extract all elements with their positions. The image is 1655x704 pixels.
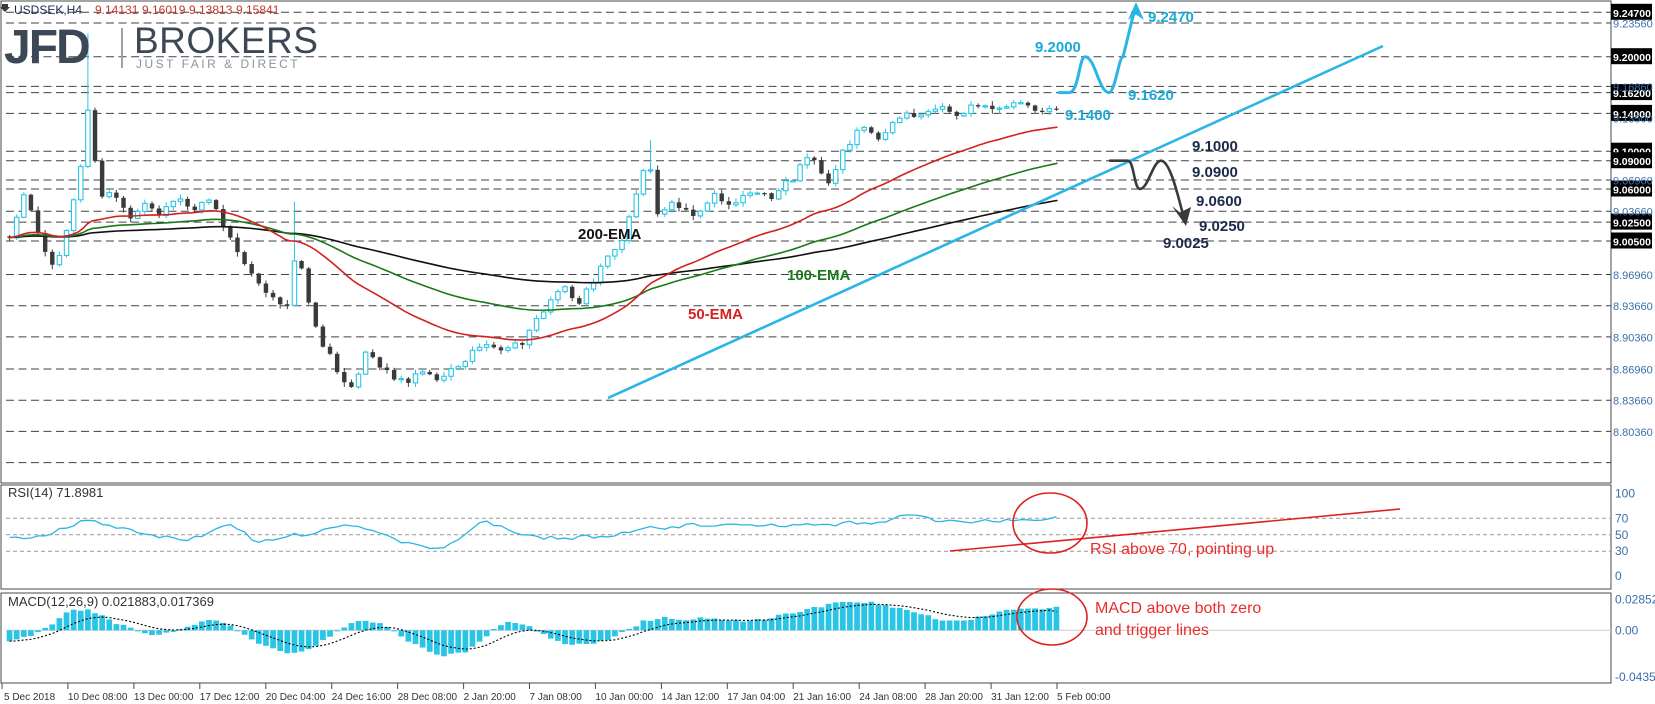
svg-text:0: 0 xyxy=(1615,569,1622,583)
svg-text:28 Jan 20:00: 28 Jan 20:00 xyxy=(925,692,983,703)
svg-text:8.86960: 8.86960 xyxy=(1613,365,1653,377)
svg-text:0.00: 0.00 xyxy=(1615,623,1639,637)
svg-text:21 Jan 16:00: 21 Jan 16:00 xyxy=(793,692,851,703)
svg-text:100: 100 xyxy=(1615,487,1635,501)
svg-text:8.83660: 8.83660 xyxy=(1613,396,1653,408)
svg-text:9.1620: 9.1620 xyxy=(1128,87,1174,104)
svg-text:9.0600: 9.0600 xyxy=(1196,193,1242,210)
svg-text:5 Feb 00:00: 5 Feb 00:00 xyxy=(1057,692,1111,703)
svg-text:100-EMA: 100-EMA xyxy=(787,267,851,284)
svg-text:9.06960: 9.06960 xyxy=(1613,176,1653,188)
svg-text:9.1400: 9.1400 xyxy=(1065,107,1111,124)
svg-text:RSI above 70, pointing up: RSI above 70, pointing up xyxy=(1090,541,1274,558)
svg-text:9.13813: 9.13813 xyxy=(189,3,233,17)
svg-text:7 Jan 08:00: 7 Jan 08:00 xyxy=(530,692,583,703)
svg-text:9.03660: 9.03660 xyxy=(1613,207,1653,219)
svg-text:JFD: JFD xyxy=(4,21,89,74)
svg-text:0.028523: 0.028523 xyxy=(1615,593,1655,607)
svg-text:50: 50 xyxy=(1615,528,1629,542)
svg-text:10 Jan 00:00: 10 Jan 00:00 xyxy=(595,692,653,703)
svg-text:24 Dec 16:00: 24 Dec 16:00 xyxy=(332,692,392,703)
svg-text:5 Dec 2018: 5 Dec 2018 xyxy=(4,692,56,703)
svg-text:31 Jan 12:00: 31 Jan 12:00 xyxy=(991,692,1049,703)
svg-text:13 Dec 00:00: 13 Dec 00:00 xyxy=(134,692,194,703)
svg-text:JUST FAIR & DIRECT: JUST FAIR & DIRECT xyxy=(136,57,300,71)
svg-text:9.14131: 9.14131 xyxy=(95,3,139,17)
svg-text:9.1000: 9.1000 xyxy=(1192,138,1238,155)
svg-text:9.2000: 9.2000 xyxy=(1035,39,1081,56)
svg-text:9.0025: 9.0025 xyxy=(1163,235,1209,252)
svg-text:9.15841: 9.15841 xyxy=(236,3,280,17)
svg-text:9.16019: 9.16019 xyxy=(142,3,186,17)
svg-text:9.0900: 9.0900 xyxy=(1192,164,1238,181)
svg-text:9.2470: 9.2470 xyxy=(1148,9,1194,26)
svg-text:200-EMA: 200-EMA xyxy=(578,226,642,243)
svg-text:9.00500: 9.00500 xyxy=(1613,237,1651,249)
svg-text:20 Dec 04:00: 20 Dec 04:00 xyxy=(266,692,326,703)
svg-text:50-EMA: 50-EMA xyxy=(688,306,743,323)
svg-text:70: 70 xyxy=(1615,511,1629,525)
svg-text:and trigger lines: and trigger lines xyxy=(1095,622,1209,639)
svg-text:BROKERS: BROKERS xyxy=(134,20,318,61)
svg-text:28 Dec 08:00: 28 Dec 08:00 xyxy=(398,692,458,703)
svg-text:30: 30 xyxy=(1615,544,1629,558)
svg-text:USDSEK,H4: USDSEK,H4 xyxy=(14,3,82,17)
svg-text:9.20000: 9.20000 xyxy=(1613,52,1651,64)
svg-text:-0.043511: -0.043511 xyxy=(1615,670,1655,684)
svg-text:9.23560: 9.23560 xyxy=(1613,19,1653,31)
svg-text:MACD above both zero: MACD above both zero xyxy=(1095,600,1261,617)
svg-text:14 Jan 12:00: 14 Jan 12:00 xyxy=(661,692,719,703)
svg-text:9.13500: 9.13500 xyxy=(1613,114,1653,126)
svg-text:17 Jan 04:00: 17 Jan 04:00 xyxy=(727,692,785,703)
svg-text:9.16860: 9.16860 xyxy=(1613,82,1653,94)
svg-text:9.0250: 9.0250 xyxy=(1199,218,1245,235)
svg-text:9.02500: 9.02500 xyxy=(1613,218,1651,230)
svg-text:MACD(12,26,9) 0.021883,0.01736: MACD(12,26,9) 0.021883,0.017369 xyxy=(8,594,214,609)
svg-text:8.80360: 8.80360 xyxy=(1613,427,1653,439)
svg-text:8.96960: 8.96960 xyxy=(1613,270,1653,282)
svg-text:24 Jan 08:00: 24 Jan 08:00 xyxy=(859,692,917,703)
svg-text:9.09000: 9.09000 xyxy=(1613,156,1651,168)
svg-text:2 Jan 20:00: 2 Jan 20:00 xyxy=(464,692,517,703)
svg-text:10 Dec 08:00: 10 Dec 08:00 xyxy=(68,692,128,703)
svg-text:17 Dec 12:00: 17 Dec 12:00 xyxy=(200,692,260,703)
svg-text:8.93660: 8.93660 xyxy=(1613,301,1653,313)
svg-text:8.90360: 8.90360 xyxy=(1613,332,1653,344)
svg-text:RSI(14) 71.8981: RSI(14) 71.8981 xyxy=(8,485,103,500)
